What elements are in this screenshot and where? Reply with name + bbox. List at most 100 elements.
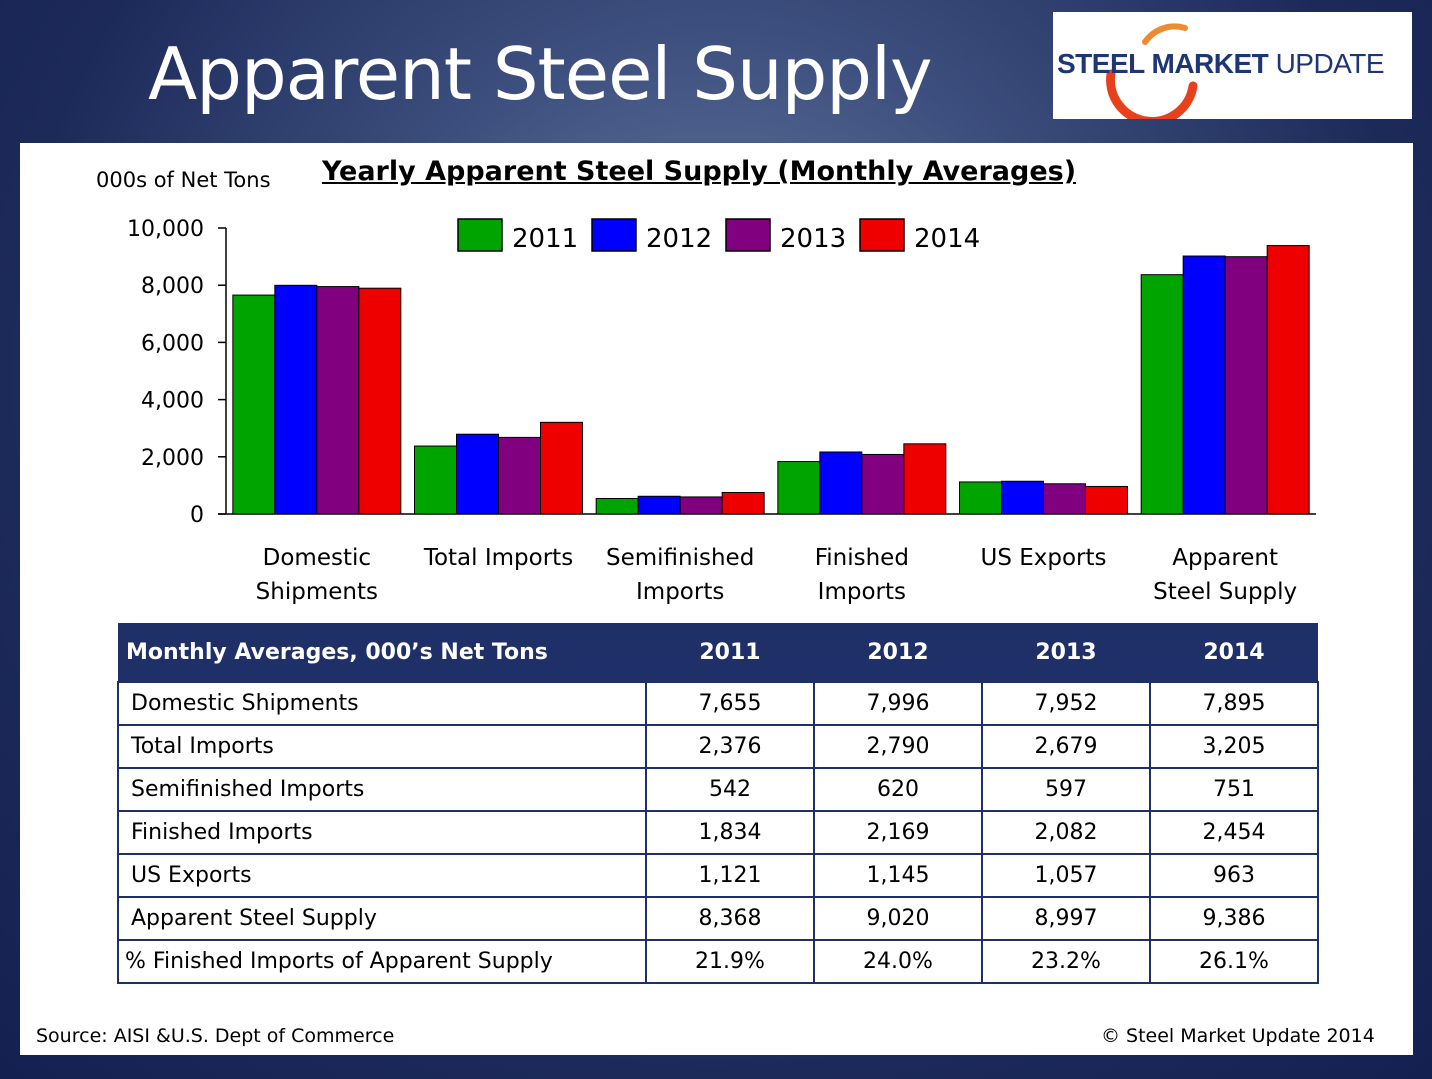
- bar-2013: [679, 496, 723, 515]
- row-label: % Finished Imports of Apparent Supply: [117, 939, 647, 984]
- x-category-label: US Exports: [980, 545, 1106, 571]
- bar-2011: [959, 481, 1002, 515]
- legend-swatch-2012: [591, 218, 637, 252]
- x-category-label: Semifinished: [606, 545, 754, 571]
- x-category-label: Apparent: [1172, 545, 1278, 571]
- chart-title: Yearly Apparent Steel Supply (Monthly Av…: [0, 156, 1400, 187]
- table-cell: 2,082: [981, 810, 1151, 855]
- bar-2011: [232, 294, 276, 515]
- table-cell: 2,376: [645, 724, 815, 769]
- logo-text: STEEL MARKET UPDATE: [1057, 48, 1409, 80]
- y-tick-label: 6,000: [141, 331, 204, 356]
- bar-2011: [595, 497, 639, 515]
- table-cell: 26.1%: [1149, 939, 1319, 984]
- logo-word-update: UPDATE: [1275, 48, 1385, 79]
- table-header-2012: 2012: [814, 623, 982, 682]
- bar-chart: 0 2,000 4,000 6,000 8,000 10,000 Domestic Shipm…: [127, 217, 1316, 605]
- table-cell: 9,020: [813, 896, 983, 941]
- table-row: % Finished Imports of Apparent Supply 21…: [117, 939, 1319, 984]
- row-label: Total Imports: [117, 724, 647, 769]
- y-tick-label: 10,000: [127, 217, 204, 242]
- table-row: US Exports 1,121 1,145 1,057 963: [117, 853, 1319, 898]
- bar-2014: [358, 287, 402, 515]
- table-header-2011: 2011: [646, 623, 814, 682]
- y-tick-label: 2,000: [141, 446, 204, 471]
- bar-2012: [1001, 480, 1044, 515]
- table-cell: 1,057: [981, 853, 1151, 898]
- logo-word-steel: STEEL: [1057, 48, 1152, 79]
- x-category-label: Imports: [818, 579, 906, 605]
- table-cell: 751: [1149, 767, 1319, 812]
- row-label: Finished Imports: [117, 810, 647, 855]
- bar-2011: [1140, 274, 1184, 515]
- source-note: Source: AISI &U.S. Dept of Commerce: [36, 1025, 395, 1047]
- bar-2013: [1043, 483, 1086, 515]
- bar-2011: [777, 461, 821, 515]
- bar-2014: [721, 492, 765, 515]
- bar-2014: [903, 443, 947, 515]
- y-axis-unit-label: 000s of Net Tons: [96, 168, 271, 192]
- table-row: Semifinished Imports 542 620 597 751: [117, 767, 1319, 812]
- logo-word-market: MARKET: [1151, 48, 1276, 79]
- table-cell: 620: [813, 767, 983, 812]
- x-category-label: Imports: [636, 579, 724, 605]
- row-label: US Exports: [117, 853, 647, 898]
- table-cell: 1,121: [645, 853, 815, 898]
- table-cell: 2,169: [813, 810, 983, 855]
- table-row: Finished Imports 1,834 2,169 2,082 2,454: [117, 810, 1319, 855]
- table-cell: 2,679: [981, 724, 1151, 769]
- y-tick-label: 8,000: [141, 274, 204, 299]
- table-header-label: Monthly Averages, 000’s Net Tons: [118, 623, 646, 682]
- legend-swatch-2014: [859, 218, 905, 252]
- legend-swatch-2013: [725, 218, 771, 252]
- table-cell: 7,952: [981, 681, 1151, 726]
- bar-2012: [456, 433, 499, 515]
- steel-market-update-logo: STEEL MARKET UPDATE: [1053, 12, 1412, 119]
- bar-2013: [498, 436, 541, 515]
- table-cell: 7,655: [645, 681, 815, 726]
- table-cell: 7,895: [1149, 681, 1319, 726]
- table-row: Domestic Shipments 7,655 7,996 7,952 7,8…: [117, 681, 1319, 726]
- table-cell: 24.0%: [813, 939, 983, 984]
- table-cell: 7,996: [813, 681, 983, 726]
- y-tick-label: 0: [190, 503, 204, 528]
- x-category-label: Domestic: [263, 545, 371, 571]
- y-tick-label: 4,000: [141, 389, 204, 414]
- table-header-2013: 2013: [982, 623, 1150, 682]
- data-table: Monthly Averages, 000’s Net Tons 2011 20…: [117, 623, 1319, 984]
- bar-2011: [414, 445, 457, 515]
- bar-2012: [819, 451, 863, 515]
- x-category-label: Finished: [815, 545, 909, 571]
- bar-2013: [1224, 256, 1268, 515]
- bar-2012: [1182, 255, 1226, 515]
- table-cell: 1,834: [645, 810, 815, 855]
- table-cell: 8,368: [645, 896, 815, 941]
- table-cell: 9,386: [1149, 896, 1319, 941]
- legend-label-2014: 2014: [914, 224, 980, 254]
- table-cell: 21.9%: [645, 939, 815, 984]
- table-cell: 597: [981, 767, 1151, 812]
- bar-2013: [316, 286, 360, 515]
- legend-label-2011: 2011: [512, 224, 578, 254]
- bar-2012: [274, 284, 318, 515]
- table-cell: 2,454: [1149, 810, 1319, 855]
- table-row: Apparent Steel Supply 8,368 9,020 8,997 …: [117, 896, 1319, 941]
- table-cell: 23.2%: [981, 939, 1151, 984]
- logo-arc-icon: [1106, 23, 1198, 119]
- row-label: Domestic Shipments: [117, 681, 647, 726]
- bar-2014: [1266, 245, 1310, 515]
- table-header-2014: 2014: [1150, 623, 1318, 682]
- bar-2014: [540, 421, 583, 515]
- table-cell: 542: [645, 767, 815, 812]
- chart-title-text: Yearly Apparent Steel Supply (Monthly Av…: [321, 156, 1077, 187]
- bar-2014: [1085, 485, 1128, 515]
- table-cell: 2,790: [813, 724, 983, 769]
- bar-2012: [637, 495, 681, 515]
- table-cell: 8,997: [981, 896, 1151, 941]
- bar-2013: [861, 453, 905, 515]
- legend-swatch-2011: [457, 218, 503, 252]
- x-category-label: Total Imports: [423, 545, 573, 571]
- table-row: Total Imports 2,376 2,790 2,679 3,205: [117, 724, 1319, 769]
- slide-title: Apparent Steel Supply: [148, 32, 933, 116]
- row-label: Apparent Steel Supply: [117, 896, 647, 941]
